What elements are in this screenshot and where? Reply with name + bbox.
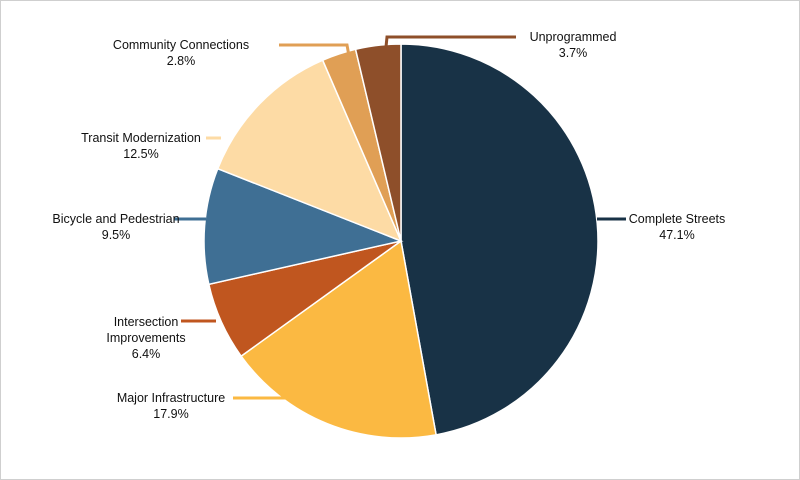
slice-label: Complete Streets 47.1% (629, 211, 726, 243)
leader-line (279, 43, 351, 57)
slice-label: Intersection Improvements 6.4% (99, 314, 194, 362)
category-name: Unprogrammed (529, 30, 617, 44)
pie-slice (240, 239, 437, 439)
pie-slice (400, 43, 599, 436)
slice-label: Community Connections 2.8% (113, 37, 249, 69)
value-label: 3.7% (558, 46, 588, 60)
category-name: Major Infrastructure (116, 391, 226, 405)
value-label: 17.9% (153, 407, 189, 421)
category-name: Complete Streets (628, 212, 726, 226)
pie-slice (354, 43, 402, 242)
pie-slice (203, 167, 404, 286)
slice-label: Major Infrastructure 17.9% (117, 390, 225, 422)
slice-label: Bicycle and Pedestrian 9.5% (52, 211, 179, 243)
value-label: 12.5% (123, 147, 159, 161)
category-name: Intersection Improvements (106, 315, 186, 345)
category-name: Bicycle and Pedestrian (52, 212, 180, 226)
pie-slice (216, 59, 403, 243)
value-label: 47.1% (659, 228, 695, 242)
slice-label: Transit Modernization 12.5% (81, 130, 201, 162)
category-name: Transit Modernization (81, 131, 201, 145)
value-label: 6.4% (131, 347, 161, 361)
leader-line (384, 35, 516, 48)
category-name: Community Connections (112, 38, 250, 52)
slice-label: Unprogrammed 3.7% (530, 29, 617, 61)
value-label: 9.5% (101, 228, 131, 242)
value-label: 2.8% (166, 54, 196, 68)
